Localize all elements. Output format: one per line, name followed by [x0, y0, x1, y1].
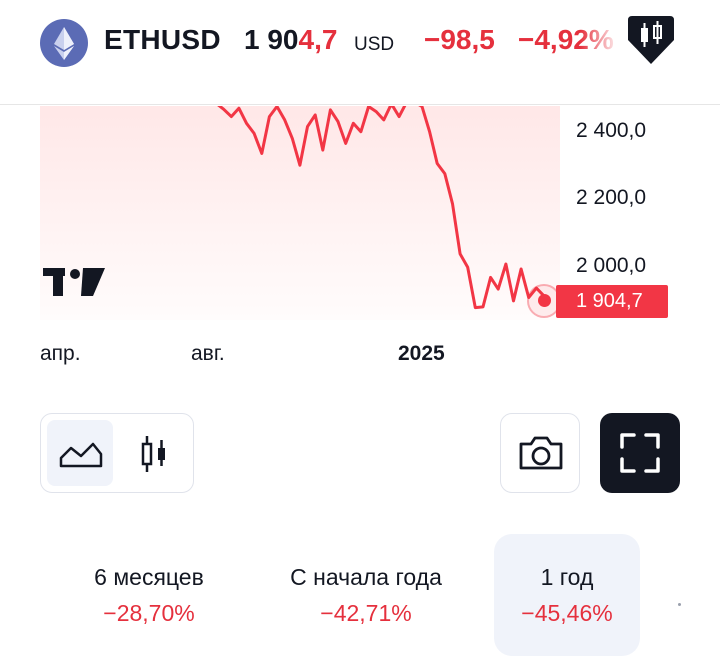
ethereum-icon — [40, 19, 88, 67]
y-tick-label: 2 200,0 — [576, 186, 647, 209]
period-ytd[interactable]: С начала года −42,71% — [268, 534, 464, 656]
y-tick-label: 2 000,0 — [576, 254, 647, 277]
camera-icon — [519, 436, 563, 470]
x-tick-label: апр. — [40, 342, 81, 365]
period-change: −45,46% — [521, 600, 613, 626]
area-chart-icon — [59, 442, 103, 468]
fullscreen-icon — [620, 433, 660, 473]
y-tick-label: 2 400,0 — [576, 119, 647, 142]
period-label: 1 год — [540, 564, 594, 590]
symbol-header: ETHUSD 1 904,7 USD −98,5 −4,92% — [0, 0, 720, 105]
price-series-line — [217, 106, 546, 310]
period-6-months[interactable]: 6 месяцев −28,70% — [76, 534, 222, 656]
last-price: 1 904,7 — [244, 24, 338, 55]
last-price-marker — [538, 294, 551, 307]
price-line-chart[interactable] — [40, 106, 560, 320]
symbol-name: ETHUSD — [104, 24, 221, 55]
tradingview-logo-icon — [43, 266, 105, 298]
candles-chart-button[interactable] — [121, 420, 187, 486]
change-absolute: −98,5 — [424, 24, 495, 55]
period-label: С начала года — [290, 564, 442, 590]
period-label: 6 месяцев — [94, 564, 204, 590]
fullscreen-button[interactable] — [600, 413, 680, 493]
last-price-axis-label: 1 904,7 — [556, 285, 668, 318]
scroll-indicator — [678, 603, 681, 606]
chart-background — [40, 106, 560, 320]
period-change: −28,70% — [103, 600, 195, 626]
x-tick-label: авг. — [191, 342, 225, 365]
period-change: −42,71% — [320, 600, 412, 626]
candles-badge-icon[interactable] — [626, 14, 676, 66]
x-tick-label: 2025 — [398, 342, 445, 365]
currency-label: USD — [354, 34, 395, 55]
candlestick-icon — [141, 436, 165, 472]
area-chart-button[interactable] — [47, 420, 113, 486]
period-1-year[interactable]: 1 год −45,46% — [494, 534, 640, 656]
screenshot-button[interactable] — [500, 413, 580, 493]
chart-type-switcher — [40, 413, 194, 493]
header-fade — [580, 18, 620, 62]
